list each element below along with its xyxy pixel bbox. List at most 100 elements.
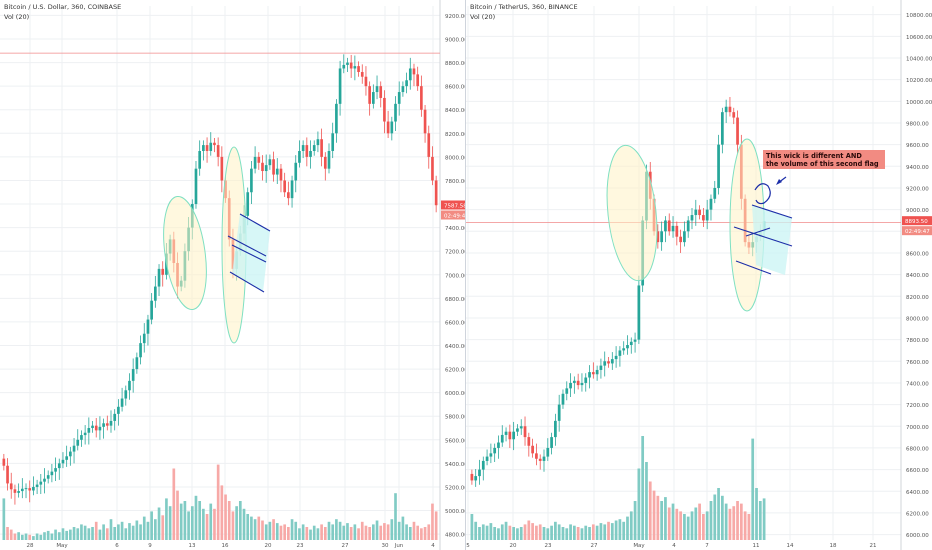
y-tick-label: 6000.00 [906,533,929,539]
candle-body [580,382,584,386]
x-tick-label: 27 [591,543,598,549]
volume-bar [572,525,576,540]
candle-body [397,92,401,104]
volume-bar [497,528,500,540]
candle-body [316,139,320,146]
volume-bar [316,528,320,540]
candle-body [481,460,485,470]
candle-body [113,413,117,421]
candle-body [622,348,626,351]
volume-indicator-label[interactable]: Vol (20) [470,13,496,21]
candle-body [423,109,427,134]
y-tick-label: 6400.00 [906,490,929,496]
volume-bar [142,516,146,540]
candle-body [736,117,739,145]
flag-channel-line [735,260,772,275]
volume-bar [591,524,595,540]
x-tick-label: 9 [148,543,152,549]
annotation-arrow-head [776,179,782,185]
candle-body [205,145,209,151]
candle-body [717,144,720,188]
candle-body [416,74,420,87]
volume-bar [390,519,394,540]
right-chart-panel: Bitcoin / TetherUS, 360, BINANCE Vol (20… [466,0,932,550]
volume-bar [28,534,32,540]
candle-body [146,319,150,334]
volume-bar [519,527,523,540]
candle-body [728,106,732,113]
volume-bar [272,519,275,540]
volume-bar [194,495,198,540]
candle-body [157,268,161,287]
y-tick-label: 10200.00 [906,78,932,84]
volume-bar [412,521,416,540]
volume-bar [172,468,176,540]
volume-bar [508,525,512,540]
candle-body [287,192,290,199]
candle-body [383,97,386,122]
y-tick-label: 7200.00 [906,403,929,409]
candle-body [390,121,394,134]
flag-channel-line [231,244,267,263]
y-tick-label: 10400.00 [906,56,932,62]
candle-body [542,456,546,461]
volume-bar [423,527,427,540]
candle-body [519,426,523,429]
last-time-label: 02:49:47 [905,229,930,235]
x-tick-label: 23 [545,543,552,549]
candle-body [637,285,641,340]
volume-bar [179,503,183,540]
candle-body [565,388,569,394]
volume-bar [584,525,588,540]
flag-channel-line [229,271,265,293]
volume-bar [72,527,76,540]
volume-bar [762,498,766,540]
candle-body [405,80,408,87]
candle-body [128,380,131,391]
candle-body [550,437,553,448]
candle-body [272,159,275,175]
candle-body [342,64,346,69]
volume-bar [227,501,231,540]
candle-body [379,86,383,98]
volume-bar [150,511,153,540]
candle-body [154,286,157,301]
candle-body [690,215,694,221]
candle-body [357,66,360,73]
volume-bar [268,521,272,540]
volume-bar [6,527,9,540]
right-chart-canvas[interactable]: 10800.00 10600.00 10400.00 10200.00 10000.00… [466,0,932,550]
candle-body [660,231,664,243]
candle-body [591,372,595,375]
volume-bar [54,529,57,540]
y-tick-label: 7000.00 [906,425,929,431]
y-tick-label: 10600.00 [906,35,932,41]
volume-bar [13,533,17,540]
candle-body [561,393,565,405]
volume-bar [383,523,386,540]
candle-body [588,372,591,378]
candle-body [124,390,128,399]
volume-bar [538,524,542,540]
candle-body [386,121,390,134]
candle-body [610,359,614,364]
volume-indicator-label[interactable]: Vol (20) [4,13,30,21]
volume-bar [588,527,591,540]
x-tick-label: 28 [27,543,34,549]
candle-body [161,268,165,275]
candle-body [603,361,607,366]
x-tick-label: 20 [510,543,517,549]
volume-bar [94,521,98,540]
candle-body [220,156,224,181]
volume-bar [39,534,43,540]
volume-bar [542,527,546,540]
y-tick-label: 6600.00 [906,468,929,474]
volume-bar [165,498,168,540]
volume-bar [408,527,412,540]
candle-body [61,459,65,464]
wick-circle-mark [754,183,771,205]
volume-bar [683,514,686,540]
volume-bar [161,515,165,540]
volume-bar [724,503,728,540]
left-chart-canvas[interactable]: 9200.00 9000.00 8800.00 8600.00 8400.00 8200.… [0,0,466,550]
